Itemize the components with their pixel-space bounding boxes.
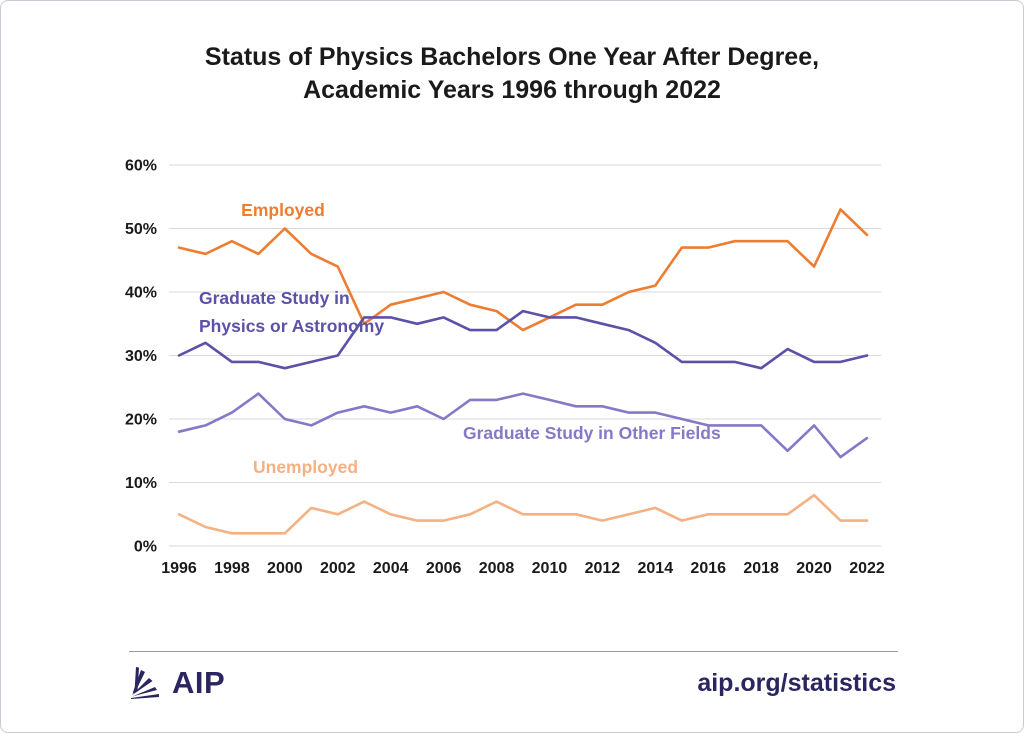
series-line-other-fields — [177, 392, 869, 459]
series-label-grad-physics: Physics or Astronomy — [199, 316, 384, 336]
series-label-grad-physics: Graduate Study in — [199, 288, 350, 308]
x-tick-label: 2014 — [638, 560, 674, 577]
aip-fan-icon — [131, 667, 159, 699]
x-tick-label: 1996 — [161, 560, 197, 577]
y-tick-label: 60% — [125, 158, 157, 175]
x-tick-label: 2004 — [373, 560, 409, 577]
x-tick-label: 2006 — [426, 560, 462, 577]
y-tick-label: 40% — [125, 285, 157, 302]
aip-logo: AIP — [129, 665, 225, 701]
y-tick-label: 20% — [125, 412, 157, 429]
series-line-unemployed — [177, 493, 869, 535]
x-tick-label: 2016 — [690, 560, 726, 577]
x-tick-label: 2018 — [743, 560, 779, 577]
footer-divider — [129, 651, 898, 652]
x-tick-label: 2002 — [320, 560, 356, 577]
chart-title-line2: Academic Years 1996 through 2022 — [303, 76, 721, 104]
y-tick-label: 0% — [134, 539, 157, 556]
series-label-unemployed: Unemployed — [253, 457, 358, 477]
chart-title-line1: Status of Physics Bachelors One Year Aft… — [204, 43, 820, 71]
x-tick-label: 2012 — [585, 560, 621, 577]
x-tick-label: 2022 — [849, 560, 885, 577]
chart-title: Status of Physics Bachelors One Year Aft… — [1, 41, 1023, 107]
series-label-employed: Employed — [241, 200, 325, 220]
x-tick-label: 2010 — [532, 560, 568, 577]
aip-logo-text: AIP — [172, 665, 226, 700]
footer: AIP aip.org/statistics — [129, 665, 896, 701]
line-chart-canvas: 0% 10% 20% 30% 40% 50% 60% 1996 1998 2000 2002 2004… — [125, 158, 885, 578]
y-tick-label: 50% — [125, 221, 157, 238]
x-tick-label: 2008 — [479, 560, 515, 577]
y-tick-label: 30% — [125, 348, 157, 365]
series-line-grad-physics — [177, 309, 869, 370]
y-tick-label: 10% — [125, 475, 157, 492]
x-tick-label: 2020 — [796, 560, 832, 577]
series-label-other-fields: Graduate Study in Other Fields — [463, 423, 721, 443]
footer-link[interactable]: aip.org/statistics — [697, 668, 896, 697]
series-line-employed — [177, 208, 869, 332]
x-tick-label: 2000 — [267, 560, 303, 577]
x-tick-label: 1998 — [214, 560, 250, 577]
